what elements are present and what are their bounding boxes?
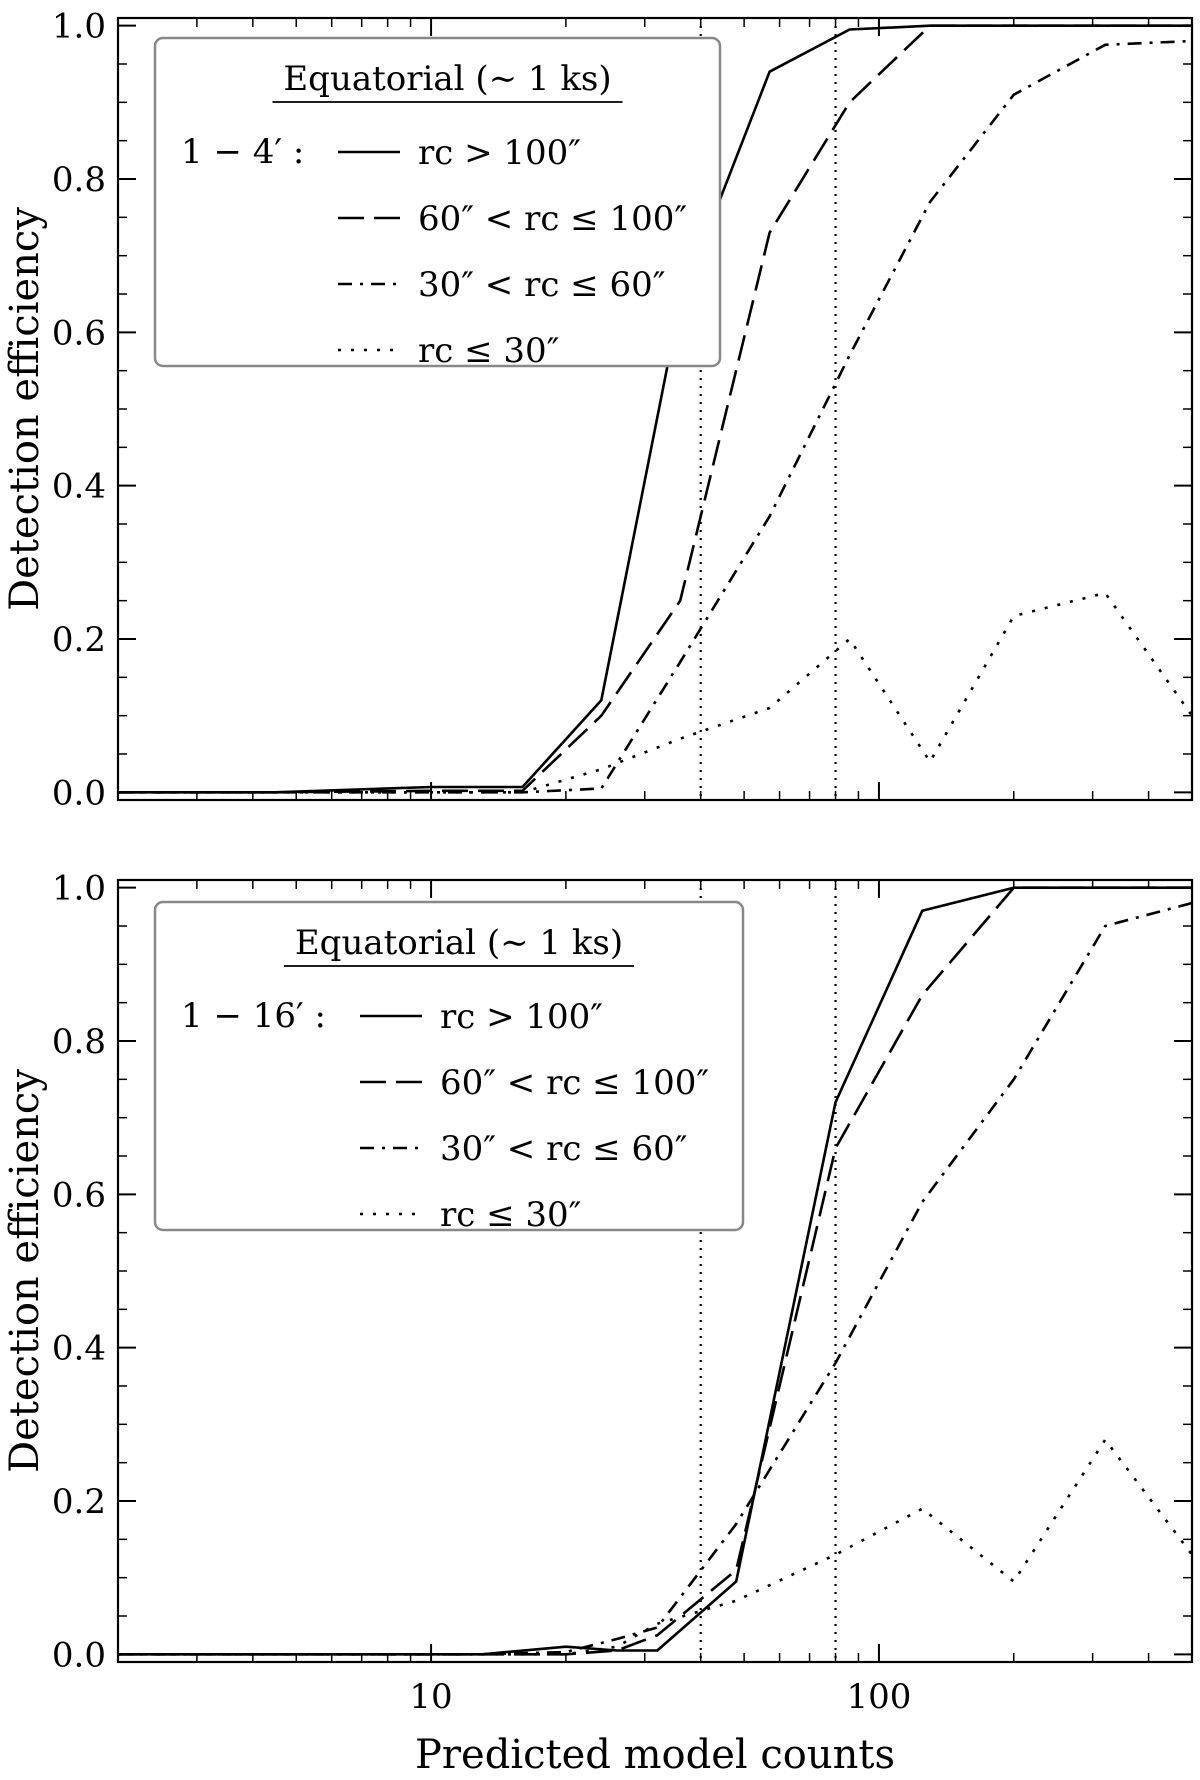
y-tick-label: 0.4: [52, 1329, 106, 1369]
series-line-4: [118, 591, 1192, 794]
y-axis-label: Detection efficiency: [2, 1069, 48, 1473]
legend: Equatorial (∼ 1 ks) 1 − 4′ : rc > 100″ 60″ …: [153, 36, 722, 371]
legend-entry-1: rc > 100″: [418, 133, 581, 173]
plot-frame: [116, 16, 1194, 802]
y-tick-label: 0.0: [52, 1635, 106, 1675]
series-line-2: [118, 886, 1192, 1656]
x-tick-label: 100: [846, 1677, 911, 1717]
y-tick-label: 0.6: [52, 1175, 106, 1215]
series-line-1: [118, 24, 1192, 794]
legend-title: Equatorial (∼ 1 ks): [283, 59, 611, 99]
legend-group-label: 1 − 4′ :: [181, 132, 304, 172]
y-tick-label: 0.8: [52, 160, 106, 200]
chart-panel-1: 0.0 0.2 0.4 0.6 0.8 1.0 Detection efficiency Eq…: [2, 7, 1194, 813]
y-tick-label: 0.6: [52, 313, 106, 353]
x-tick-label: 10: [409, 1677, 452, 1717]
legend-group-label: 1 − 16′ :: [181, 996, 326, 1036]
legend-entry-1: rc > 100″: [440, 997, 603, 1037]
series-line-3: [118, 901, 1192, 1656]
series-line-4: [118, 1438, 1192, 1656]
legend-entry-2: 60″ < rc ≤ 100″: [440, 1063, 709, 1103]
y-tick-label: 0.2: [52, 1482, 106, 1522]
chart-panel-2: 10 100 0.0 0.2 0.4 0.6 0.8 1.0 Detection efficie…: [2, 869, 1194, 1778]
legend-entry-4: rc ≤ 30″: [418, 331, 559, 371]
legend-entry-4: rc ≤ 30″: [440, 1195, 581, 1235]
legend-entry-3: 30″ < rc ≤ 60″: [418, 265, 665, 305]
y-tick-label: 1.0: [52, 869, 106, 909]
x-axis-label: Predicted model counts: [415, 1732, 895, 1778]
y-tick-label: 0.4: [52, 467, 106, 507]
plot-frame: [116, 878, 1194, 1664]
y-tick-label: 0.2: [52, 620, 106, 660]
legend: Equatorial (∼ 1 ks) 1 − 16′ : rc > 100″ 60″…: [153, 900, 745, 1235]
y-tick-label: 0.0: [52, 773, 106, 813]
legend-entry-2: 60″ < rc ≤ 100″: [418, 199, 687, 239]
series-line-2: [118, 24, 1192, 794]
legend-title: Equatorial (∼ 1 ks): [295, 923, 623, 963]
y-tick-label: 1.0: [52, 7, 106, 47]
legend-box: [153, 36, 722, 368]
legend-entry-3: 30″ < rc ≤ 60″: [440, 1129, 687, 1169]
y-tick-label: 0.8: [52, 1022, 106, 1062]
legend-box: [153, 900, 745, 1232]
y-axis-label: Detection efficiency: [2, 207, 48, 611]
